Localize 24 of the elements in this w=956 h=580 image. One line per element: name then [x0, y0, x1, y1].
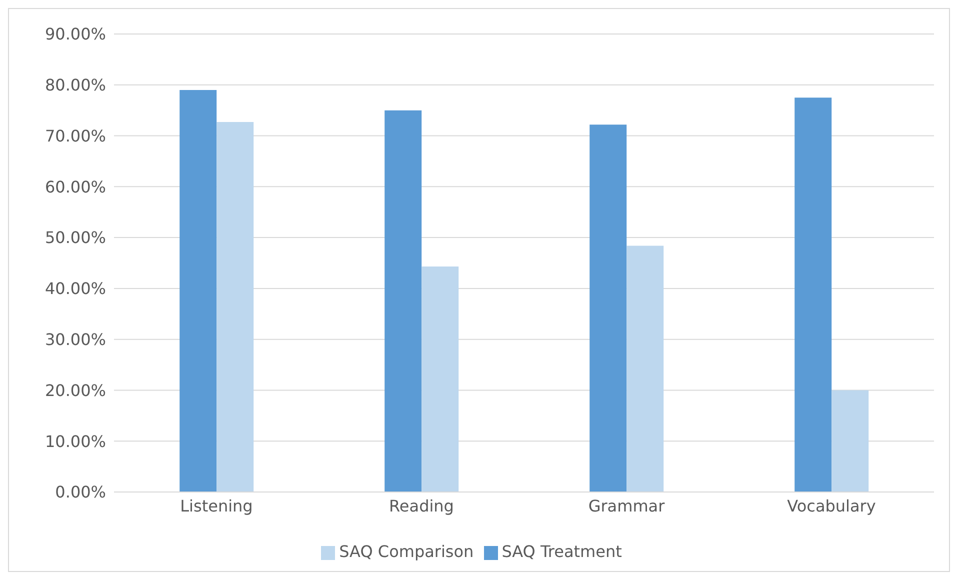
bar — [216, 122, 254, 492]
bar — [180, 90, 217, 492]
bar — [626, 246, 664, 492]
y-tick-label: 50.00% — [44, 228, 106, 248]
legend-label: SAQ Treatment — [502, 542, 622, 561]
y-tick-label: 80.00% — [44, 76, 106, 95]
y-tick-label: 70.00% — [44, 126, 106, 146]
bar — [422, 266, 459, 492]
y-tick-label: 60.00% — [44, 177, 106, 196]
bar — [832, 390, 869, 492]
y-tick-label: 30.00% — [44, 330, 106, 350]
bar — [384, 110, 422, 492]
bar — [590, 124, 627, 492]
y-tick-label: 10.00% — [44, 432, 106, 451]
bar — [794, 98, 832, 492]
x-tick-label: Vocabulary — [787, 496, 876, 516]
legend-label: SAQ Comparison — [339, 542, 474, 561]
y-tick-label: 40.00% — [44, 279, 106, 298]
y-tick-label: 90.00% — [44, 24, 106, 44]
x-tick-label: Reading — [389, 496, 454, 516]
x-tick-label: Grammar — [588, 496, 666, 516]
x-tick-label: Listening — [180, 496, 253, 516]
y-tick-label: 0.00% — [55, 482, 106, 502]
y-tick-label: 20.00% — [44, 380, 106, 400]
